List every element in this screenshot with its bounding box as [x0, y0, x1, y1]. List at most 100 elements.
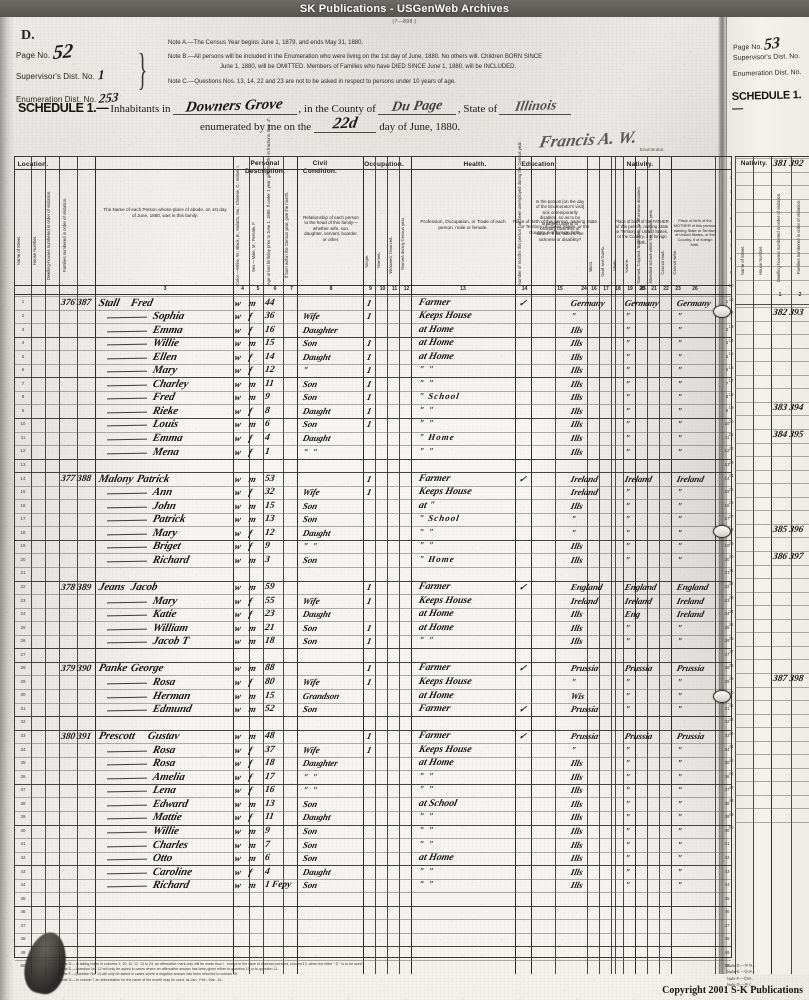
mother-birthplace-entry: Prussia — [675, 663, 706, 674]
right-page-row — [735, 361, 809, 363]
sex-entry: f — [247, 527, 254, 538]
birthplace-entry: Germany — [569, 297, 606, 308]
father-birthplace-entry: " — [624, 744, 632, 755]
footer-notes-right: Note D.—In ta... Note E.—Que... Note F.—… — [727, 962, 805, 988]
occupation-entry: Keeps House — [417, 675, 473, 687]
binding-ring-middle — [713, 525, 731, 538]
table-row — [15, 323, 731, 325]
supervisor-district-row: Supervisor's Dist. No. 1 — [16, 66, 166, 83]
occupation-entry: " " — [418, 770, 435, 781]
surname-entry: Jeans — [97, 581, 127, 594]
rownum-left: 34 — [20, 746, 26, 752]
family-number: 388 — [76, 474, 92, 485]
table-row — [15, 567, 731, 568]
right-page-row — [735, 686, 809, 688]
table-row — [15, 350, 731, 352]
given-name-entry: Richard — [151, 879, 191, 892]
mother-birthplace-entry: Prussia — [675, 731, 706, 742]
column-rule — [623, 157, 624, 974]
father-birthplace-entry: " — [624, 826, 632, 836]
birthplace-entry: Ills — [569, 771, 584, 782]
mother-birthplace-entry: " — [676, 622, 684, 633]
right-page-row-number: 41 — [728, 703, 734, 709]
col-header-cannot-read: Cannot read. — [660, 250, 665, 276]
right-page-row — [735, 700, 809, 701]
right-page-row — [735, 794, 809, 796]
birthplace-entry: Ills — [569, 392, 584, 403]
given-name-entry: Amelia — [151, 770, 187, 783]
right-col-num-2: 2 — [798, 292, 802, 298]
mother-birthplace-entry: " — [676, 785, 684, 796]
given-name-entry: Rosa — [151, 743, 177, 756]
age-entry: 9 — [264, 392, 271, 403]
right-page-row-number: 46 — [728, 771, 734, 777]
rownum-left: 1 — [21, 299, 25, 305]
column-number-21: 21 — [651, 286, 657, 292]
given-name-entry: Ann — [151, 486, 174, 499]
column-rule — [615, 157, 616, 974]
right-page-dwelling-family-number: 385 396 — [772, 524, 804, 535]
right-page-row — [735, 808, 809, 810]
occupation-entry: " " — [418, 364, 435, 375]
given-name-entry: Mattie — [151, 811, 184, 824]
mother-birthplace-entry: " — [676, 866, 684, 877]
sex-entry: m — [247, 663, 258, 674]
given-name-entry: Sophia — [151, 310, 186, 323]
age-entry: 55 — [264, 595, 276, 606]
color-entry: w — [233, 514, 243, 525]
column-number-25: 25 — [640, 286, 646, 292]
age-entry: 16 — [264, 785, 276, 796]
enumerator-signature: Francis A. W. — [537, 127, 639, 152]
right-page-row-number: 18 — [728, 391, 734, 397]
note-b-line1: Note B.—All persons will be included in … — [168, 54, 543, 61]
ditto-dash — [106, 519, 148, 523]
color-entry: w — [233, 622, 243, 633]
right-page-row — [735, 469, 809, 471]
ditto-dash — [106, 370, 148, 374]
occupation-entry: Keeps House — [417, 486, 473, 498]
ditto-dash — [106, 614, 148, 617]
birthplace-entry: Ills — [569, 636, 584, 647]
copyright-notice: Copyright 2001 S-K Publications — [662, 985, 803, 996]
column-rule — [531, 157, 533, 974]
occupation-entry: " " — [418, 838, 435, 849]
ditto-dash — [106, 641, 148, 645]
occupation-entry: Farmer — [417, 581, 452, 593]
father-birthplace-entry: " — [624, 351, 632, 362]
father-birthplace-entry: Ireland — [623, 473, 653, 484]
mother-birthplace-entry: Ireland — [675, 609, 705, 620]
birthplace-entry: Prussia — [569, 704, 600, 714]
father-birthplace-entry: " — [624, 378, 632, 389]
col-header-widowed: Widowed, Divorced. — [388, 235, 393, 274]
rownum-left: 32 — [20, 719, 26, 725]
right-page-dwelling-family-number: 386 397 — [772, 552, 804, 562]
sex-entry: m — [247, 297, 258, 308]
dwelling-number: 377 — [60, 474, 76, 485]
age-entry: 7 — [264, 839, 271, 850]
ditto-dash — [106, 763, 148, 766]
right-page-row — [735, 456, 809, 458]
rownum-left: 15 — [20, 489, 26, 495]
color-entry: w — [233, 365, 243, 376]
occupation-entry: " " — [418, 377, 435, 388]
table-row — [15, 892, 731, 894]
rownum-left: 30 — [20, 692, 26, 698]
given-name-entry: Rosa — [151, 757, 177, 770]
family-separator-rule — [15, 377, 731, 379]
right-page-row — [735, 279, 809, 281]
occupation-entry: " School — [418, 513, 461, 524]
given-name-entry: Charley — [151, 377, 190, 390]
married-mark: 1 — [365, 473, 373, 484]
sex-entry: m — [247, 392, 258, 403]
given-name-entry: Edmund — [151, 703, 193, 715]
color-entry: w — [233, 880, 243, 891]
family-separator-rule — [15, 472, 731, 474]
unemployed-check-mark: ✓ — [517, 704, 528, 714]
given-name-entry: Charles — [151, 838, 190, 851]
age-entry: 37 — [264, 744, 276, 755]
right-page-row — [735, 551, 809, 552]
mother-birthplace-entry: " — [676, 636, 684, 647]
right-page-dwelling-family-number: 383 394 — [772, 402, 804, 413]
sex-entry: m — [247, 622, 258, 633]
right-page-row-number: 12 — [728, 310, 734, 316]
